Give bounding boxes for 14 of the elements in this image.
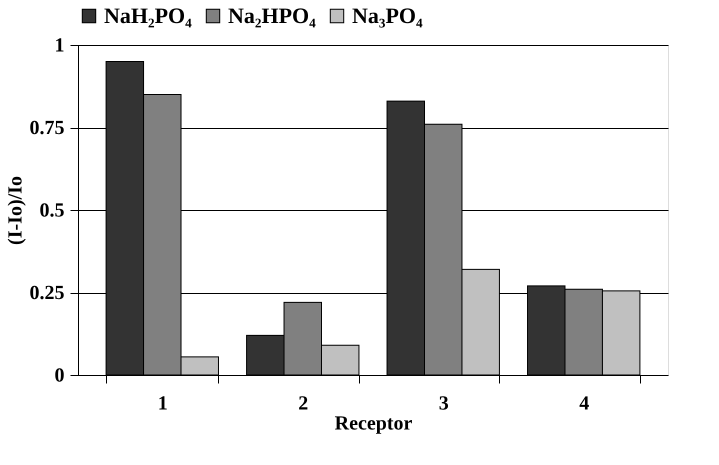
x-tick-label: 3 [438, 392, 449, 414]
legend-label: NaH₂PO₄ [104, 3, 192, 28]
legend-label: Na₃PO₄ [352, 3, 424, 28]
y-tick-label: 1 [54, 34, 64, 56]
y-tick-label: 0.5 [40, 200, 64, 222]
x-tick-label: 2 [298, 392, 308, 414]
x-tick-label: 1 [158, 392, 168, 414]
legend-label: Na₂HPO₄ [228, 3, 316, 28]
x-axis-title: Receptor [334, 412, 412, 434]
y-tick-label: 0.75 [30, 117, 64, 139]
x-tick-label: 4 [579, 392, 590, 414]
y-tick-label: 0.25 [30, 282, 64, 304]
y-axis-title: (I-Io)/Io [4, 176, 26, 245]
y-tick-label: 0 [54, 364, 64, 386]
